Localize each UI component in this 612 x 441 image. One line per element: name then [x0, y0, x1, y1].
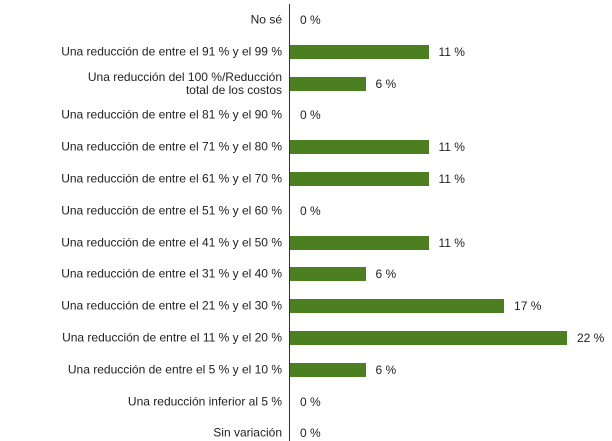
category-label: Una reducción de entre el 5 % y el 10 % — [67, 362, 282, 377]
bar — [290, 362, 366, 377]
value-label: 0 % — [300, 203, 321, 218]
axis-line — [289, 4, 290, 441]
category-label: Una reducción de entre el 61 % y el 70 % — [61, 171, 282, 186]
bar — [290, 76, 366, 91]
bar — [290, 235, 429, 250]
category-label: Una reducción de entre el 11 % y el 20 % — [62, 330, 282, 345]
value-label: 11 % — [438, 235, 465, 250]
value-label: 11 % — [438, 140, 465, 155]
bar — [290, 267, 366, 282]
category-label: Una reducción de entre el 41 % y el 50 % — [61, 235, 282, 250]
category-label: Una reducción de entre el 91 % y el 99 % — [61, 44, 282, 59]
value-label: 6 % — [375, 76, 397, 91]
bar — [290, 44, 429, 59]
value-label: 11 % — [438, 172, 465, 186]
value-label: 17 % — [514, 299, 542, 314]
value-label: 0 % — [300, 13, 321, 27]
category-label: No sé — [250, 12, 282, 27]
category-label: Una reducción inferior al 5 % — [127, 394, 282, 409]
category-label: Una reducción de entre el 21 % y el 30 % — [61, 298, 282, 313]
bar — [290, 140, 429, 155]
value-label: 6 % — [375, 267, 397, 282]
category-label: Una reducción de entre el 51 % y el 60 % — [61, 203, 282, 218]
category-label: Una reducción del 100 %/Reducción total … — [87, 69, 282, 97]
category-label: Una reducción de entre el 31 % y el 40 % — [61, 266, 282, 281]
value-label: 11 % — [438, 44, 465, 59]
bar — [290, 172, 429, 186]
bar — [290, 299, 505, 314]
bar — [290, 331, 567, 345]
category-label: Una reducción de entre el 71 % y el 80 % — [61, 139, 282, 154]
category-label: Sin variación — [213, 425, 282, 440]
value-label: 0 % — [300, 108, 321, 123]
value-label: 6 % — [375, 362, 397, 377]
value-label: 0 % — [300, 426, 321, 441]
value-label: 22 % — [577, 331, 605, 345]
value-label: 0 % — [300, 394, 321, 409]
category-label: Una reducción de entre el 81 % y el 90 % — [61, 107, 282, 122]
